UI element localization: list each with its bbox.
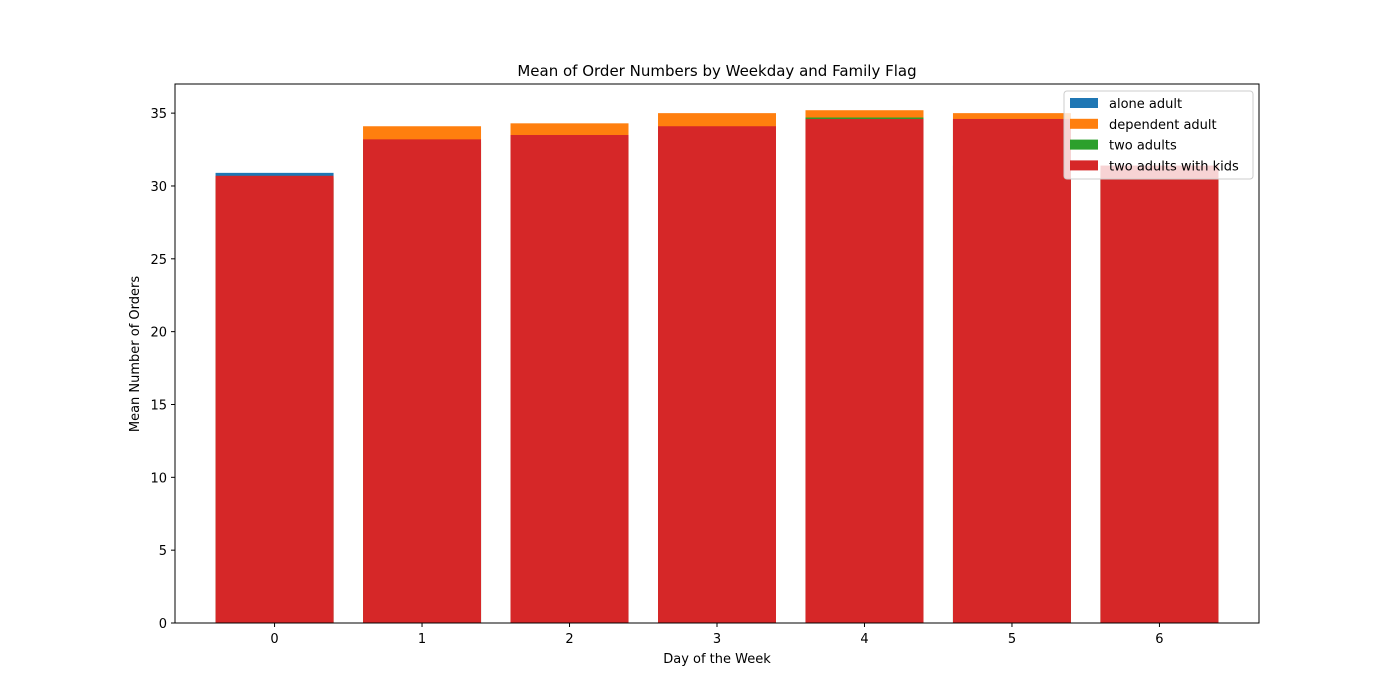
chart-title: Mean of Order Numbers by Weekday and Fam… bbox=[517, 62, 916, 80]
y-tick-label: 20 bbox=[150, 326, 167, 341]
y-axis-title: Mean Number of Orders bbox=[128, 276, 143, 433]
bar-two-adults-with-kids-4 bbox=[805, 118, 924, 624]
legend-swatch-two-adults bbox=[1070, 139, 1098, 150]
bar-two-adults-with-kids-6 bbox=[1100, 165, 1219, 623]
y-tick-label: 10 bbox=[150, 471, 167, 486]
x-axis-title: Day of the Week bbox=[663, 652, 771, 667]
y-tick-label: 25 bbox=[150, 253, 167, 268]
y-tick-label: 30 bbox=[150, 180, 167, 195]
bar-two-adults-with-kids-3 bbox=[658, 126, 776, 623]
legend-label-two-adults-with-kids: two adults with kids bbox=[1109, 159, 1239, 174]
legend-swatch-two-adults-with-kids bbox=[1070, 160, 1098, 171]
bar-two-adults-with-kids-0 bbox=[215, 175, 334, 623]
y-tick-label: 5 bbox=[159, 544, 167, 559]
bar-two-adults-with-kids-1 bbox=[363, 139, 482, 624]
x-tick-label: 0 bbox=[270, 632, 278, 647]
y-tick-label: 0 bbox=[159, 617, 167, 632]
legend-swatch-alone-adult bbox=[1070, 98, 1098, 108]
axes-layer: 0 1 2 3 4 5 6 0 5 10 15 20 25 30 35 bbox=[150, 83, 1260, 647]
x-tick-label: 3 bbox=[713, 632, 721, 647]
bar-two-adults-with-kids-5 bbox=[952, 118, 1071, 624]
bar-two-adults-with-kids-2 bbox=[510, 134, 629, 624]
bars-layer bbox=[215, 110, 1219, 624]
x-tick-label: 5 bbox=[1008, 632, 1016, 647]
legend-label-alone-adult: alone adult bbox=[1109, 97, 1182, 112]
legend-frame bbox=[1063, 90, 1254, 180]
y-tick-label: 15 bbox=[150, 398, 167, 413]
legend-label-two-adults: two adults bbox=[1109, 139, 1177, 154]
x-tick-label: 1 bbox=[418, 632, 426, 647]
legend-label-dependent-adult: dependent adult bbox=[1109, 118, 1217, 133]
x-tick-label: 6 bbox=[1155, 632, 1163, 647]
legend: alone adult dependent adult two adults two … bbox=[1063, 90, 1254, 180]
x-tick-label: 4 bbox=[860, 632, 868, 647]
y-tick-label: 35 bbox=[150, 107, 167, 122]
legend-swatch-dependent-adult bbox=[1070, 118, 1098, 129]
x-tick-label: 2 bbox=[565, 632, 573, 647]
